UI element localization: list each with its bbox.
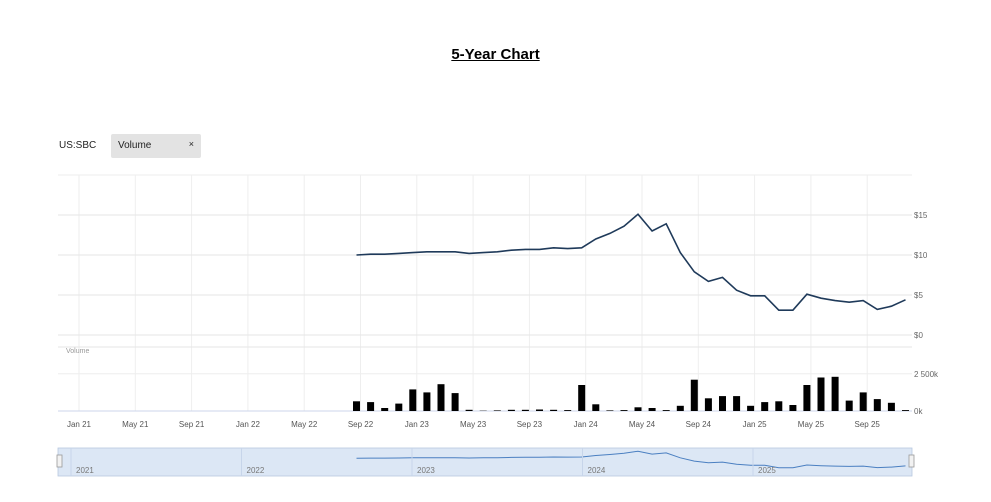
volume-bar <box>620 410 628 411</box>
volume-bar <box>859 392 867 411</box>
x-axis: Jan 21 May 21 Sep 21 Jan 22 May 22 Sep 22 Jan … <box>67 420 880 429</box>
navigator-right-handle[interactable] <box>908 454 915 468</box>
volume-bar <box>634 407 642 411</box>
volume-bar <box>395 403 403 411</box>
volume-bar <box>536 409 543 411</box>
volume-bar <box>704 398 712 411</box>
price-tick-label: $15 <box>914 211 928 220</box>
volume-bar <box>521 409 529 411</box>
volume-bar <box>845 400 853 411</box>
volume-tick-label: 2 500k <box>914 370 939 379</box>
navigator-year-label: 2023 <box>417 466 435 475</box>
volume-bar <box>367 402 375 411</box>
price-panel: $15 $10 $5 $0 <box>356 211 928 340</box>
volume-bar <box>564 410 572 411</box>
volume-chip[interactable]: Volume × <box>111 134 201 158</box>
volume-tick-label: 0k <box>914 407 923 416</box>
volume-bar <box>789 405 797 411</box>
volume-bar <box>493 410 501 411</box>
x-tick-label: Jan 25 <box>743 420 768 429</box>
volume-bar <box>690 379 698 411</box>
volume-bar <box>817 377 825 411</box>
volume-bar <box>465 409 473 411</box>
volume-bar <box>676 405 684 411</box>
volume-bar <box>761 402 769 411</box>
x-tick-label: Jan 22 <box>236 420 261 429</box>
navigator[interactable]: 2021 2022 2023 2024 2025 <box>56 447 915 477</box>
volume-bar <box>887 402 895 411</box>
page-title: 5-Year Chart <box>451 46 540 63</box>
navigator-year-label: 2022 <box>247 466 265 475</box>
price-tick-label: $5 <box>914 291 923 300</box>
volume-bar <box>592 404 600 411</box>
navigator-year-label: 2021 <box>76 466 94 475</box>
volume-bar <box>353 401 360 411</box>
navigator-window <box>57 447 913 477</box>
volume-bar <box>662 410 670 411</box>
x-tick-label: Jan 23 <box>405 420 430 429</box>
x-tick-label: Sep 25 <box>855 420 881 429</box>
x-tick-label: Jan 21 <box>67 420 92 429</box>
volume-label: Volume <box>66 348 89 355</box>
x-tick-label: Sep 21 <box>179 420 205 429</box>
volume-bar <box>873 399 881 411</box>
navigator-left-handle[interactable] <box>56 454 63 468</box>
volume-panel: Volume 2 500k 0k <box>66 348 939 416</box>
x-tick-label: May 23 <box>460 420 487 429</box>
close-icon[interactable]: × <box>188 139 194 149</box>
volume-bar <box>831 376 839 411</box>
volume-bar <box>381 408 389 411</box>
volume-bar <box>409 389 417 411</box>
volume-bar <box>648 408 656 411</box>
x-tick-label: Jan 24 <box>574 420 599 429</box>
x-tick-label: May 24 <box>629 420 656 429</box>
x-tick-label: Sep 24 <box>686 420 712 429</box>
volume-bar <box>775 401 783 411</box>
volume-bar <box>719 396 726 411</box>
volume-bar <box>423 392 431 411</box>
volume-bar <box>451 393 459 411</box>
volume-bar <box>550 409 558 411</box>
price-line <box>356 213 906 312</box>
volume-bar <box>733 396 741 411</box>
x-tick-label: Sep 22 <box>348 420 374 429</box>
volume-bar <box>578 385 586 411</box>
volume-bar <box>747 405 755 411</box>
volume-bar <box>803 385 811 411</box>
volume-bar <box>437 384 445 411</box>
volume-bar <box>606 410 614 411</box>
x-tick-label: May 25 <box>798 420 825 429</box>
volume-bar <box>902 410 909 411</box>
x-tick-label: May 22 <box>291 420 318 429</box>
x-tick-label: Sep 23 <box>517 420 543 429</box>
navigator-year-label: 2025 <box>758 466 776 475</box>
navigator-line <box>356 450 906 469</box>
volume-bar <box>507 409 515 411</box>
volume-chip-label: Volume <box>118 140 152 151</box>
price-tick-label: $10 <box>914 251 928 260</box>
navigator-year-label: 2024 <box>588 466 606 475</box>
grid <box>58 174 912 412</box>
ticker-symbol: US:SBC <box>59 140 97 151</box>
price-tick-label: $0 <box>914 331 923 340</box>
x-tick-label: May 21 <box>122 420 149 429</box>
